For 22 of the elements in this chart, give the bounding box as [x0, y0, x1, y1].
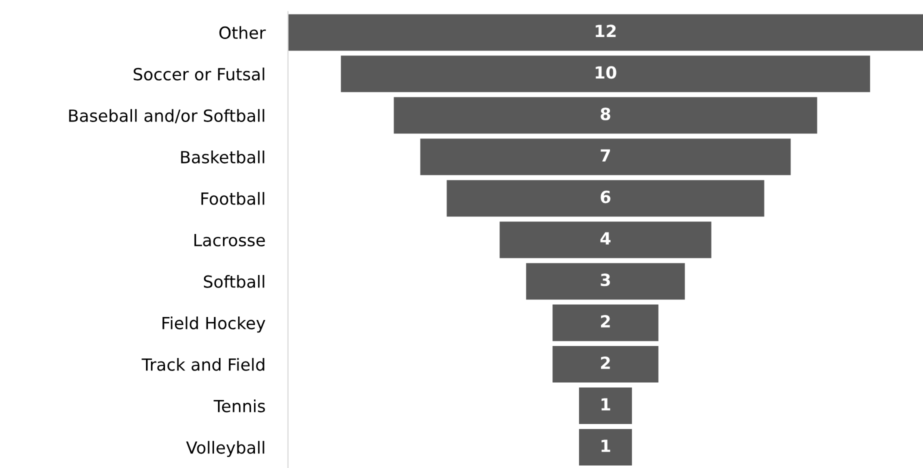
- data-label: 1: [602, 440, 610, 452]
- category-label: Other: [219, 26, 266, 40]
- data-label: 6: [600, 190, 610, 204]
- category-label: Tennis: [214, 399, 265, 412]
- category-label: Soccer or Futsal: [134, 68, 264, 80]
- data-label: 2: [601, 315, 610, 328]
- category-label: Field Hockey: [162, 316, 266, 333]
- category-label: Volleyball: [186, 440, 264, 458]
- data-label: 1: [602, 398, 610, 410]
- category-label: Lacrosse: [194, 234, 265, 246]
- data-label: 4: [600, 232, 611, 244]
- category-label: Football: [201, 192, 264, 205]
- data-label: 2: [601, 356, 610, 369]
- data-label: 7: [600, 149, 610, 162]
- data-label: 8: [600, 108, 610, 120]
- category-label: Track and Field: [142, 358, 264, 371]
- category-label: Softball: [204, 275, 264, 288]
- category-label: Baseball and/or Softball: [69, 109, 264, 124]
- data-label: 12: [596, 24, 616, 38]
- category-label: Basketball: [181, 150, 264, 164]
- data-label: 3: [600, 274, 610, 286]
- data-label: 10: [596, 66, 616, 79]
